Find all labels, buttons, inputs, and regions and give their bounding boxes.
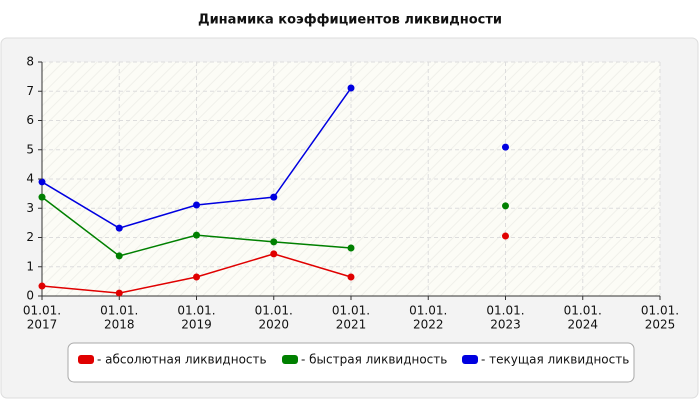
point [502,232,509,240]
point [270,193,278,201]
y-tick-label: 3 [26,201,34,215]
point [115,289,123,297]
point [193,201,200,209]
x-tick-label: 01.01. [100,304,138,318]
chart-title: Динамика коэффициентов ликвидности [198,13,502,28]
x-tick-label: 2019 [181,318,212,332]
x-tick-label: 01.01. [255,304,293,318]
legend-label: - абсолютная ликвидность [97,353,267,367]
point [115,224,123,232]
y-tick-label: 4 [26,172,34,186]
point [193,231,200,239]
y-tick-label: 6 [26,113,34,127]
x-tick-label: 01.01. [23,304,61,318]
y-tick-label: 8 [26,55,34,69]
legend-label: - быстрая ликвидность [301,353,447,367]
point [347,273,355,281]
point [502,202,509,210]
x-tick-label: 2023 [490,318,521,332]
point [115,252,123,260]
point [38,193,46,201]
point [270,238,278,246]
point [347,84,355,92]
x-tick-label: 2024 [567,318,598,332]
point [193,273,200,281]
legend-label: - текущая ликвидность [481,353,629,367]
legend-swatch [78,355,94,364]
y-tick-label: 7 [26,84,34,98]
y-tick-label: 2 [26,230,34,244]
x-tick-label: 01.01. [177,304,215,318]
x-tick-label: 2021 [336,318,367,332]
x-tick-label: 2020 [258,318,289,332]
legend [67,342,635,383]
x-tick-label: 2017 [27,318,58,332]
x-tick-label: 2022 [413,318,444,332]
x-tick-label: 2025 [645,318,676,332]
x-tick-label: 2018 [104,318,135,332]
point [270,250,278,258]
y-tick-label: 1 [26,259,34,273]
y-tick-label: 5 [26,142,34,156]
y-tick-label: 0 [26,289,34,303]
point [38,282,46,290]
x-tick-label: 01.01. [486,304,524,318]
x-tick-label: 01.01. [641,304,679,318]
x-tick-label: 01.01. [564,304,602,318]
x-tick-label: 01.01. [332,304,370,318]
point [502,143,509,151]
point [38,178,46,186]
x-tick-label: 01.01. [409,304,447,318]
legend-swatch [282,355,298,364]
point [347,244,355,252]
legend-swatch [462,355,478,364]
